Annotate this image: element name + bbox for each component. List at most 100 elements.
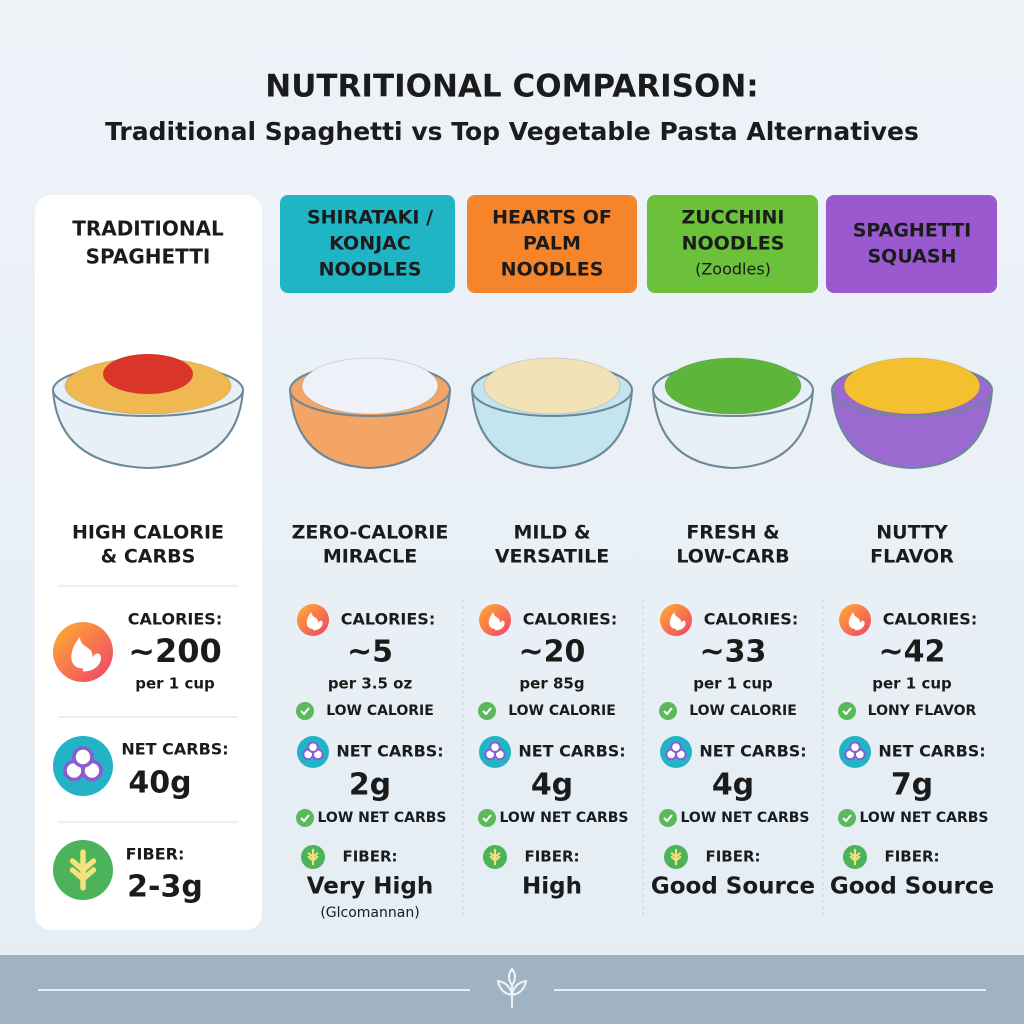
- check-mark: [482, 707, 492, 716]
- noodles: [301, 357, 439, 415]
- wheat: [489, 848, 501, 866]
- carb-dot: [72, 746, 94, 768]
- subtitle: Traditional Spaghetti vs Top Vegetable P…: [105, 117, 919, 146]
- column-name: SHIRATAKI /: [307, 207, 433, 229]
- tagline: FRESH &: [686, 522, 779, 544]
- column-header: [280, 195, 455, 293]
- net-carbs-label: NET CARBS:: [878, 742, 985, 761]
- fiber-label: FIBER:: [705, 848, 760, 866]
- calories-label: CALORIES:: [523, 610, 617, 629]
- calories-unit: per 1 cup: [135, 675, 215, 693]
- check-mark: [842, 707, 852, 716]
- fiber-label: FIBER:: [126, 845, 185, 864]
- check-icon: [478, 702, 496, 720]
- check-icon: [838, 809, 856, 827]
- calories-label: CALORIES:: [704, 610, 798, 629]
- calories-value: ~5: [347, 635, 393, 670]
- net-carbs-badge: LOW NET CARBS: [500, 810, 629, 826]
- column-name: SPAGHETTI: [86, 245, 211, 269]
- carb-dot: [489, 741, 501, 753]
- fiber-label: FIBER:: [524, 848, 579, 866]
- fiber-value: 2-3g: [127, 870, 203, 905]
- net-carbs-label: NET CARBS:: [699, 742, 806, 761]
- calories-value: ~33: [700, 635, 767, 670]
- column-name: NOODLES: [682, 233, 785, 255]
- column-name: KONJAC: [329, 233, 411, 255]
- column-name: NOODLES: [501, 259, 604, 281]
- column-header: [467, 195, 637, 293]
- check-mark: [663, 814, 673, 823]
- dividers: [462, 600, 824, 915]
- check-mark: [300, 707, 310, 716]
- column-name: HEARTS OF: [492, 207, 612, 229]
- calories-value: ~42: [879, 635, 946, 670]
- column-name: SQUASH: [868, 246, 957, 268]
- title: NUTRITIONAL COMPARISON:: [265, 69, 758, 105]
- check-icon: [838, 702, 856, 720]
- column-name: NOODLES: [319, 259, 422, 281]
- flame: [71, 637, 101, 672]
- net-carbs-label: NET CARBS:: [121, 740, 228, 759]
- calories-label: CALORIES:: [341, 610, 435, 629]
- fiber-value: High: [522, 874, 582, 900]
- calories-badge: LOW CALORIE: [326, 703, 434, 719]
- wheat: [670, 848, 682, 866]
- fiber-value: Good Source: [830, 874, 994, 900]
- tagline: MILD &: [513, 522, 590, 544]
- flame: [848, 612, 865, 631]
- calories-unit: per 85g: [519, 675, 584, 693]
- check-icon: [478, 809, 496, 827]
- check-icon: [296, 702, 314, 720]
- net-carbs-value: 4g: [712, 768, 754, 803]
- net-carbs-label: NET CARBS:: [518, 742, 625, 761]
- footer-leaf: [496, 967, 528, 1008]
- tagline: HIGH CALORIE: [72, 522, 224, 544]
- carb-dot: [670, 741, 682, 753]
- calories-label: CALORIES:: [883, 610, 977, 629]
- calories-unit: per 1 cup: [872, 675, 952, 693]
- column-name: PALM: [523, 233, 581, 255]
- net-carbs-value: 40g: [128, 766, 191, 801]
- tagline: LOW-CARB: [676, 546, 789, 568]
- tagline: FLAVOR: [870, 546, 954, 568]
- fiber-label: FIBER:: [884, 848, 939, 866]
- check-icon: [659, 809, 677, 827]
- check-mark: [842, 814, 852, 823]
- check-icon: [296, 809, 314, 827]
- net-carbs-value: 7g: [891, 768, 933, 803]
- tagline: NUTTY: [876, 522, 948, 544]
- card-separators: [58, 585, 238, 823]
- calories-badge: LONY FLAVOR: [868, 703, 977, 719]
- column-name: ZUCCHINI: [681, 207, 784, 229]
- calories-badge: LOW CALORIE: [689, 703, 797, 719]
- noodles: [843, 357, 981, 415]
- carb-dot: [849, 741, 861, 753]
- flame: [488, 612, 505, 631]
- calories-badge: LOW CALORIE: [508, 703, 616, 719]
- net-carbs-value: 2g: [349, 768, 391, 803]
- fiber-label: FIBER:: [342, 848, 397, 866]
- tagline: MIRACLE: [323, 546, 417, 568]
- net-carbs-badge: LOW NET CARBS: [681, 810, 810, 826]
- fiber-value: Good Source: [651, 874, 815, 900]
- flame: [306, 612, 323, 631]
- net-carbs-badge: LOW NET CARBS: [860, 810, 989, 826]
- check-mark: [663, 707, 673, 716]
- wheat: [307, 848, 319, 866]
- tagline: VERSATILE: [495, 546, 609, 568]
- check-icon: [659, 702, 677, 720]
- column-header: [826, 195, 997, 293]
- calories-unit: per 1 cup: [693, 675, 773, 693]
- sauce: [103, 354, 193, 394]
- check-mark: [300, 814, 310, 823]
- column-subname: (Zoodles): [695, 260, 771, 279]
- wheat: [849, 848, 861, 866]
- calories-value: ~20: [519, 635, 586, 670]
- fiber-note: (Glcomannan): [320, 905, 419, 921]
- net-carbs-label: NET CARBS:: [336, 742, 443, 761]
- calories-unit: per 3.5 oz: [328, 675, 413, 693]
- calories-label: CALORIES:: [128, 610, 222, 629]
- column-header: [647, 195, 818, 293]
